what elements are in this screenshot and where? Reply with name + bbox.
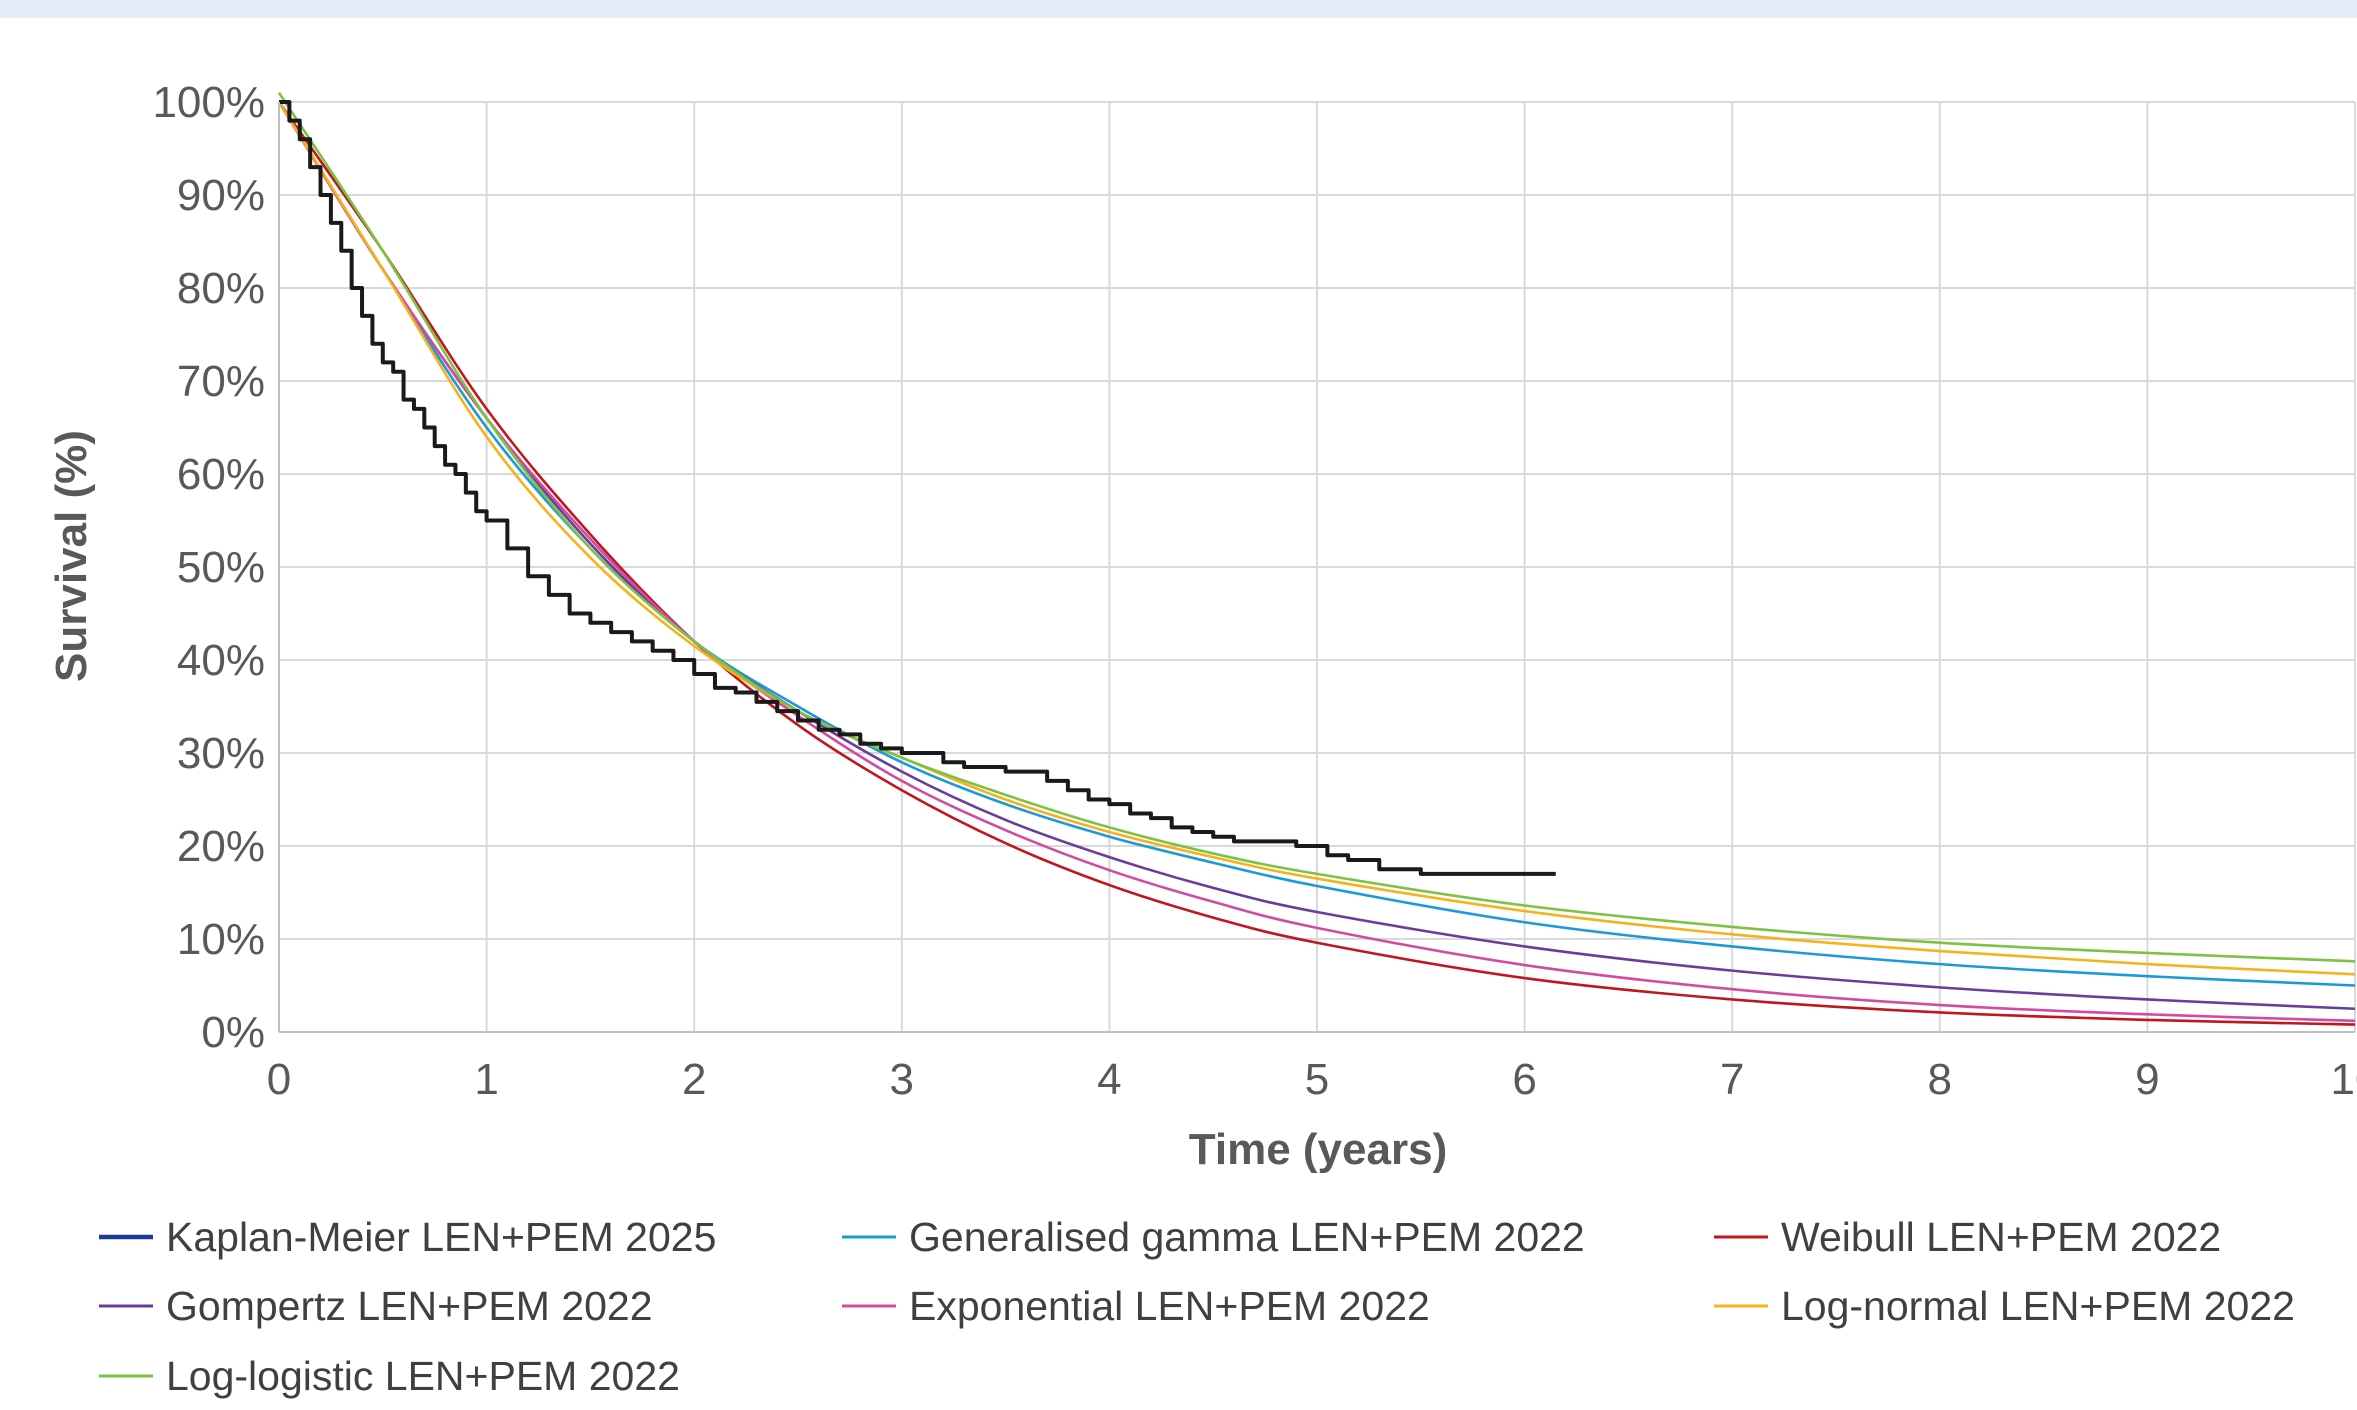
y-tick-label: 50% (177, 543, 265, 592)
series-lines (277, 91, 2356, 1026)
legend-item-generalised-gamma-len-pem-2022: Generalised gamma LEN+PEM 2022 (842, 1214, 1585, 1260)
legend-item-log-normal-len-pem-2022: Log-normal LEN+PEM 2022 (1714, 1283, 2295, 1329)
legend-item-kaplan-meier-len-pem-2025: Kaplan-Meier LEN+PEM 2025 (99, 1214, 716, 1260)
y-tick-label: 60% (177, 450, 265, 499)
x-tick-label: 2 (682, 1055, 706, 1104)
series-line-log-normal-len-pem-2022 (277, 101, 2356, 976)
legend-item-weibull-len-pem-2022: Weibull LEN+PEM 2022 (1714, 1214, 2221, 1260)
legend-label: Kaplan-Meier LEN+PEM 2025 (166, 1214, 716, 1260)
x-tick-label: 9 (2135, 1055, 2159, 1104)
x-tick-label: 4 (1097, 1055, 1121, 1104)
series-line-kaplan-meier-len-pem-2025 (279, 100, 1556, 876)
legend-item-gompertz-len-pem-2022: Gompertz LEN+PEM 2022 (99, 1283, 653, 1329)
tick-labels: 0% 10% 20% 30% 40% 50% 60% 70% 80% 90% 100% 0 1 2 3 4 5 6… (152, 78, 2357, 1104)
y-tick-label: 40% (177, 636, 265, 685)
series-line-weibull-len-pem-2022 (277, 101, 2356, 1026)
legend: Kaplan-Meier LEN+PEM 2025 Generalised gam… (99, 1214, 2295, 1399)
legend-item-exponential-len-pem-2022: Exponential LEN+PEM 2022 (842, 1283, 1430, 1329)
y-axis-title: Survival (%) (47, 430, 96, 682)
x-tick-label: 3 (890, 1055, 914, 1104)
series-line-generalised-gamma-len-pem-2022 (277, 101, 2356, 987)
header-band (0, 0, 2357, 18)
x-tick-label: 5 (1305, 1055, 1329, 1104)
x-tick-label: 1 (474, 1055, 498, 1104)
x-tick-label: 8 (1928, 1055, 1952, 1104)
y-tick-label: 100% (152, 78, 265, 127)
y-tick-label: 70% (177, 357, 265, 406)
y-tick-label: 0% (201, 1008, 265, 1057)
legend-label: Generalised gamma LEN+PEM 2022 (909, 1214, 1585, 1260)
x-axis-title: Time (years) (1189, 1125, 1447, 1174)
legend-label: Log-logistic LEN+PEM 2022 (166, 1353, 680, 1399)
y-tick-label: 20% (177, 822, 265, 871)
axes (278, 102, 2355, 1033)
series-line-log-logistic-len-pem-2022 (277, 91, 2356, 963)
legend-label: Gompertz LEN+PEM 2022 (166, 1283, 653, 1329)
legend-label: Exponential LEN+PEM 2022 (909, 1283, 1430, 1329)
series-line-exponential-len-pem-2022 (277, 101, 2356, 1023)
x-tick-label: 0 (267, 1055, 291, 1104)
y-tick-label: 30% (177, 729, 265, 778)
x-tick-label: 6 (1512, 1055, 1536, 1104)
legend-item-log-logistic-len-pem-2022: Log-logistic LEN+PEM 2022 (99, 1353, 680, 1399)
grid-lines (279, 101, 2356, 1033)
legend-label: Weibull LEN+PEM 2022 (1781, 1214, 2221, 1260)
x-tick-label: 7 (1720, 1055, 1744, 1104)
y-tick-label: 80% (177, 264, 265, 313)
x-tick-label: 10 (2331, 1055, 2357, 1104)
y-tick-label: 90% (177, 171, 265, 220)
y-tick-label: 10% (177, 915, 265, 964)
legend-label: Log-normal LEN+PEM 2022 (1781, 1283, 2295, 1329)
